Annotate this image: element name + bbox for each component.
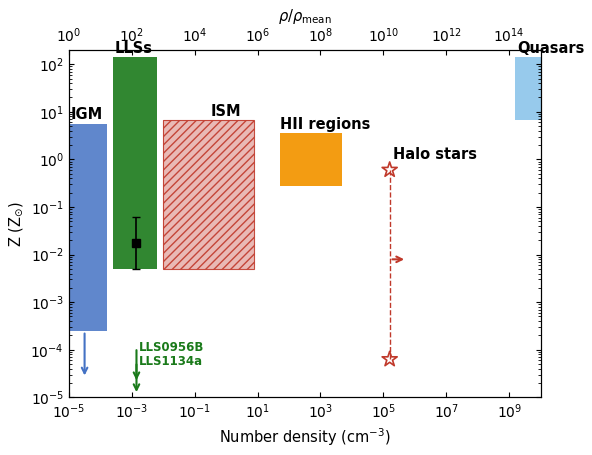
Text: IGM: IGM [70, 107, 102, 122]
Bar [279, 133, 343, 186]
Bar [516, 57, 572, 121]
Point [385, 166, 394, 173]
X-axis label: Number density (cm$^{-3}$): Number density (cm$^{-3}$) [219, 426, 391, 448]
Text: Halo stars: Halo stars [393, 147, 477, 162]
Text: LLS1134a: LLS1134a [139, 355, 203, 368]
Text: HII regions: HII regions [280, 117, 371, 132]
Text: ISM: ISM [210, 104, 241, 119]
Bar [163, 121, 255, 269]
X-axis label: $\rho/\rho_{\rm mean}$: $\rho/\rho_{\rm mean}$ [278, 7, 332, 26]
Bar [69, 124, 107, 331]
Point [385, 356, 394, 363]
Text: LLSs: LLSs [114, 40, 153, 56]
Bar [113, 57, 157, 269]
Bar [163, 121, 255, 269]
Text: LLS0956B: LLS0956B [139, 341, 204, 354]
Y-axis label: Z (Z$_{\odot}$): Z (Z$_{\odot}$) [7, 201, 25, 247]
Text: Quasars: Quasars [517, 40, 584, 56]
